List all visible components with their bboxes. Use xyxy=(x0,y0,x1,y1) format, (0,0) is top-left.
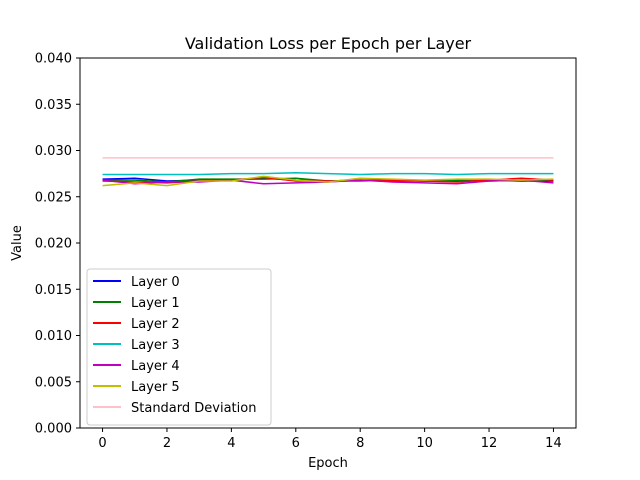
y-tick-label-2: 0.010 xyxy=(35,329,72,344)
x-tick-label-3: 6 xyxy=(292,436,300,451)
y-tick-label-1: 0.005 xyxy=(35,375,72,390)
y-tick-label-8: 0.040 xyxy=(35,52,72,67)
y-tick-label-3: 0.015 xyxy=(35,283,72,298)
x-tick-label-0: 0 xyxy=(98,436,106,451)
y-tick-label-4: 0.020 xyxy=(35,237,72,252)
plot-area: 0 2 4 6 8 10 12 14 0.000 0.005 0.010 0.015 0.020 0.02… xyxy=(35,52,577,451)
legend-label-1: Layer 1 xyxy=(131,296,180,311)
series-line-3 xyxy=(102,171,554,176)
legend-label-4: Layer 4 xyxy=(131,359,180,374)
x-axis-label: Epoch xyxy=(308,456,348,471)
y-tick-label-0: 0.000 xyxy=(35,422,72,437)
legend-box xyxy=(86,268,272,426)
legend: Layer 0 Layer 1 Layer 2 Layer 3 Layer 4 Layer… xyxy=(86,268,272,426)
x-tick-label-5: 10 xyxy=(416,436,433,451)
legend-label-5: Layer 5 xyxy=(131,380,180,395)
x-tick-label-2: 4 xyxy=(227,436,235,451)
legend-label-2: Layer 2 xyxy=(131,317,180,332)
x-tick-label-7: 14 xyxy=(545,436,562,451)
x-tick-label-1: 2 xyxy=(163,436,171,451)
chart-title: Validation Loss per Epoch per Layer xyxy=(185,34,472,53)
legend-label-3: Layer 3 xyxy=(131,338,180,353)
y-tick-label-7: 0.035 xyxy=(35,98,72,113)
y-axis-label: Value xyxy=(10,225,25,261)
y-tick-label-6: 0.030 xyxy=(35,144,72,159)
legend-label-6: Standard Deviation xyxy=(131,401,256,416)
x-tick-label-6: 12 xyxy=(481,436,498,451)
legend-label-0: Layer 0 xyxy=(131,275,180,290)
y-tick-label-5: 0.025 xyxy=(35,190,72,205)
x-tick-label-4: 8 xyxy=(356,436,364,451)
series-line-5 xyxy=(102,175,554,187)
